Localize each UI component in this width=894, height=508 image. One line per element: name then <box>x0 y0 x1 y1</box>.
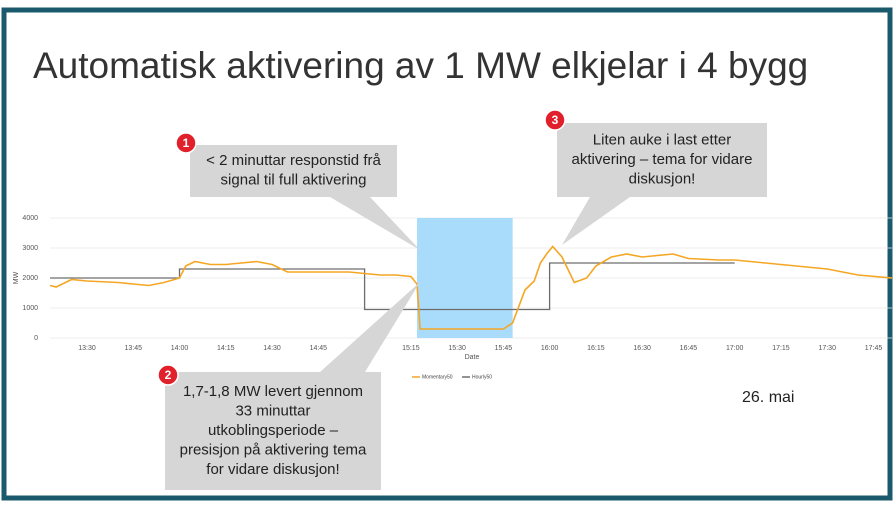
callout-pointer <box>562 197 630 245</box>
y-tick-label: 4000 <box>22 215 38 222</box>
x-tick-label: 14:30 <box>263 345 281 352</box>
x-tick-label: 16:45 <box>680 345 698 352</box>
date-note: 26. mai <box>742 389 794 406</box>
x-axis-label: Date <box>465 354 480 361</box>
y-axis-label: MW <box>13 271 20 284</box>
x-tick-label: 16:00 <box>541 345 559 352</box>
callout-number: 3 <box>552 113 559 127</box>
callout-pointer <box>320 282 420 372</box>
callouts: < 2 minuttar responstid frå signal til fu… <box>157 109 767 490</box>
x-tick-label: 15:30 <box>448 345 466 352</box>
slide-title: Automatisk aktivering av 1 MW elkjelar i… <box>33 45 808 86</box>
y-tick-label: 3000 <box>22 245 38 252</box>
callout-text: utkoblingsperiode – <box>208 422 339 439</box>
callout-text: 33 minuttar <box>235 402 310 419</box>
chart-area: 0 1000 2000 3000 4000 13:30 13:45 14:00 14:15 14:… <box>13 215 893 380</box>
callout-text: diskusjon! <box>629 170 696 187</box>
callout-text: Liten auke i last etter <box>593 131 731 148</box>
highlight-span <box>417 218 513 338</box>
callout-number: 2 <box>165 368 172 382</box>
x-tick-label: 17:15 <box>772 345 790 352</box>
callout-text: 1,7-1,8 MW levert gjennom <box>183 383 363 400</box>
legend-label: Momentary50 <box>422 374 453 380</box>
legend-label: Hourly50 <box>472 374 492 380</box>
x-tick-label: 14:15 <box>217 345 235 352</box>
callout-box <box>557 123 767 197</box>
callout-pointer <box>330 197 420 250</box>
x-tick-label: 15:45 <box>495 345 513 352</box>
x-tick-label: 14:45 <box>310 345 328 352</box>
callout-text: presisjon på aktivering tema <box>180 441 367 458</box>
x-tick-label: 17:30 <box>818 345 836 352</box>
x-tick-label: 16:15 <box>587 345 605 352</box>
callout-text: aktivering – tema for vidare <box>572 151 753 168</box>
callout-badge <box>175 132 197 154</box>
callout-box <box>190 145 397 197</box>
callout-badge <box>544 109 566 131</box>
x-tick-label: 17:45 <box>865 345 883 352</box>
x-tick-label: 15:15 <box>402 345 420 352</box>
callout-text: for vidare diskusjon! <box>206 461 339 478</box>
y-tick-label: 2000 <box>22 275 38 282</box>
y-tick-label: 0 <box>34 335 38 342</box>
callout-number: 1 <box>183 136 190 150</box>
series-line <box>49 245 893 330</box>
callout-box <box>165 372 381 490</box>
x-tick-label: 14:00 <box>171 345 189 352</box>
callout-text: < 2 minuttar responstid frå <box>206 152 381 169</box>
y-tick-label: 1000 <box>22 305 38 312</box>
x-tick-label: 16:30 <box>633 345 651 352</box>
x-tick-label: 13:30 <box>78 345 96 352</box>
callout-badge <box>157 364 179 386</box>
x-tick-label: 13:45 <box>125 345 143 352</box>
callout-text: signal til full aktivering <box>221 172 367 189</box>
x-tick-label: 17:00 <box>726 345 744 352</box>
